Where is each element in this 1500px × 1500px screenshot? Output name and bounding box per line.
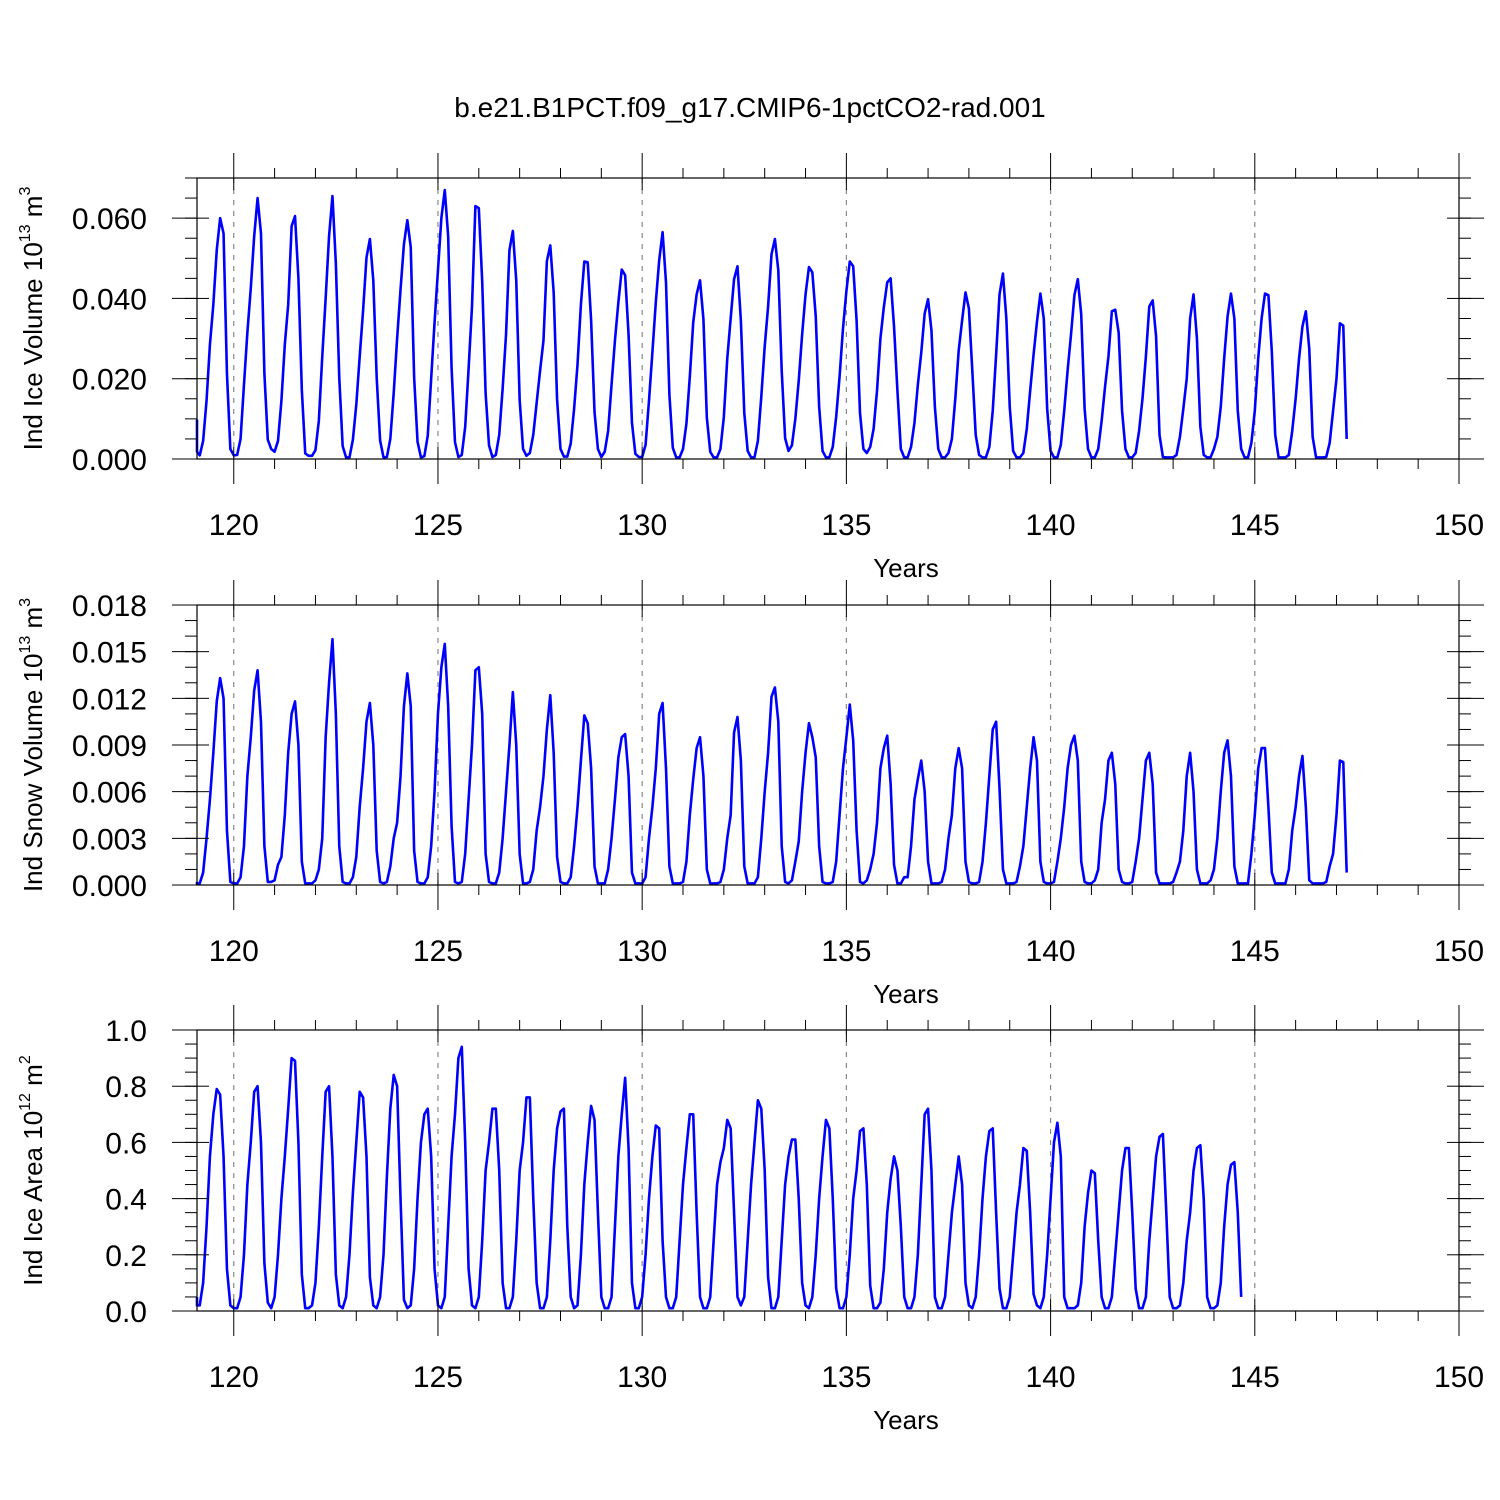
y-tick-label: 0.018 <box>72 590 147 623</box>
y-tick-label: 0.020 <box>72 364 147 397</box>
y-tick-label: 0.4 <box>105 1184 147 1217</box>
x-tick-label: 150 <box>1434 1361 1484 1394</box>
y-tick-label: 0.060 <box>72 203 147 236</box>
x-tick-label: 120 <box>209 1361 259 1394</box>
x-tick-label: 120 <box>209 935 259 968</box>
x-tick-label: 145 <box>1230 509 1280 542</box>
x-tick-label: 145 <box>1230 935 1280 968</box>
y-axis-label: Ind Ice Volume 1013 m3 <box>17 187 48 451</box>
x-tick-label: 150 <box>1434 509 1484 542</box>
y-tick-label: 0.000 <box>72 870 147 903</box>
y-tick-label: 0.000 <box>72 444 147 477</box>
y-tick-label: 0.0 <box>105 1296 147 1329</box>
x-tick-label: 125 <box>413 935 463 968</box>
x-tick-label: 130 <box>617 1361 667 1394</box>
y-tick-label: 0.009 <box>72 730 147 763</box>
y-axis-label: Ind Snow Volume 1013 m3 <box>17 598 48 892</box>
panel-ice-area: 120 125 130 135 140 145 150 0.0 0.2 0.4 0.6 0.8 1.0 Y… <box>17 1005 1484 1435</box>
x-axis-label: Years <box>873 553 939 583</box>
y-tick-label: 0.8 <box>105 1071 147 1104</box>
y-tick-label: 0.6 <box>105 1127 147 1160</box>
x-axis-label: Years <box>873 979 939 1009</box>
x-tick-label: 150 <box>1434 935 1484 968</box>
x-tick-label: 135 <box>821 935 871 968</box>
y-tick-label: 1.0 <box>105 1015 147 1048</box>
x-tick-label: 140 <box>1026 935 1076 968</box>
y-tick-label: 0.040 <box>72 283 147 316</box>
y-tick-label: 0.015 <box>72 637 147 670</box>
y-tick-label: 0.2 <box>105 1240 147 1273</box>
x-tick-label: 125 <box>413 1361 463 1394</box>
x-tick-label: 135 <box>821 1361 871 1394</box>
x-tick-label: 140 <box>1026 1361 1076 1394</box>
x-tick-label: 135 <box>821 509 871 542</box>
panel-snow-volume: 120 125 130 135 140 145 150 0.000 0.003 0.006 0.00… <box>17 580 1484 1009</box>
y-tick-label: 0.006 <box>72 777 147 810</box>
data-series-line <box>195 1045 1243 1310</box>
y-tick-label: 0.012 <box>72 683 147 716</box>
y-tick-label: 0.003 <box>72 823 147 856</box>
data-series-line <box>195 637 1348 885</box>
x-tick-label: 140 <box>1026 509 1076 542</box>
x-tick-label: 125 <box>413 509 463 542</box>
panel-ice-volume: 120 125 130 135 140 145 150 0.000 0.020 0.040 0.06… <box>17 153 1484 583</box>
x-tick-label: 120 <box>209 509 259 542</box>
y-axis-label: Ind Ice Area 1012 m2 <box>17 1055 48 1286</box>
data-series-line <box>195 188 1348 459</box>
x-axis-label: Years <box>873 1405 939 1435</box>
x-tick-label: 130 <box>617 935 667 968</box>
x-tick-label: 130 <box>617 509 667 542</box>
x-tick-label: 145 <box>1230 1361 1280 1394</box>
chart-title: b.e21.B1PCT.f09_g17.CMIP6-1pctCO2-rad.00… <box>454 92 1045 123</box>
